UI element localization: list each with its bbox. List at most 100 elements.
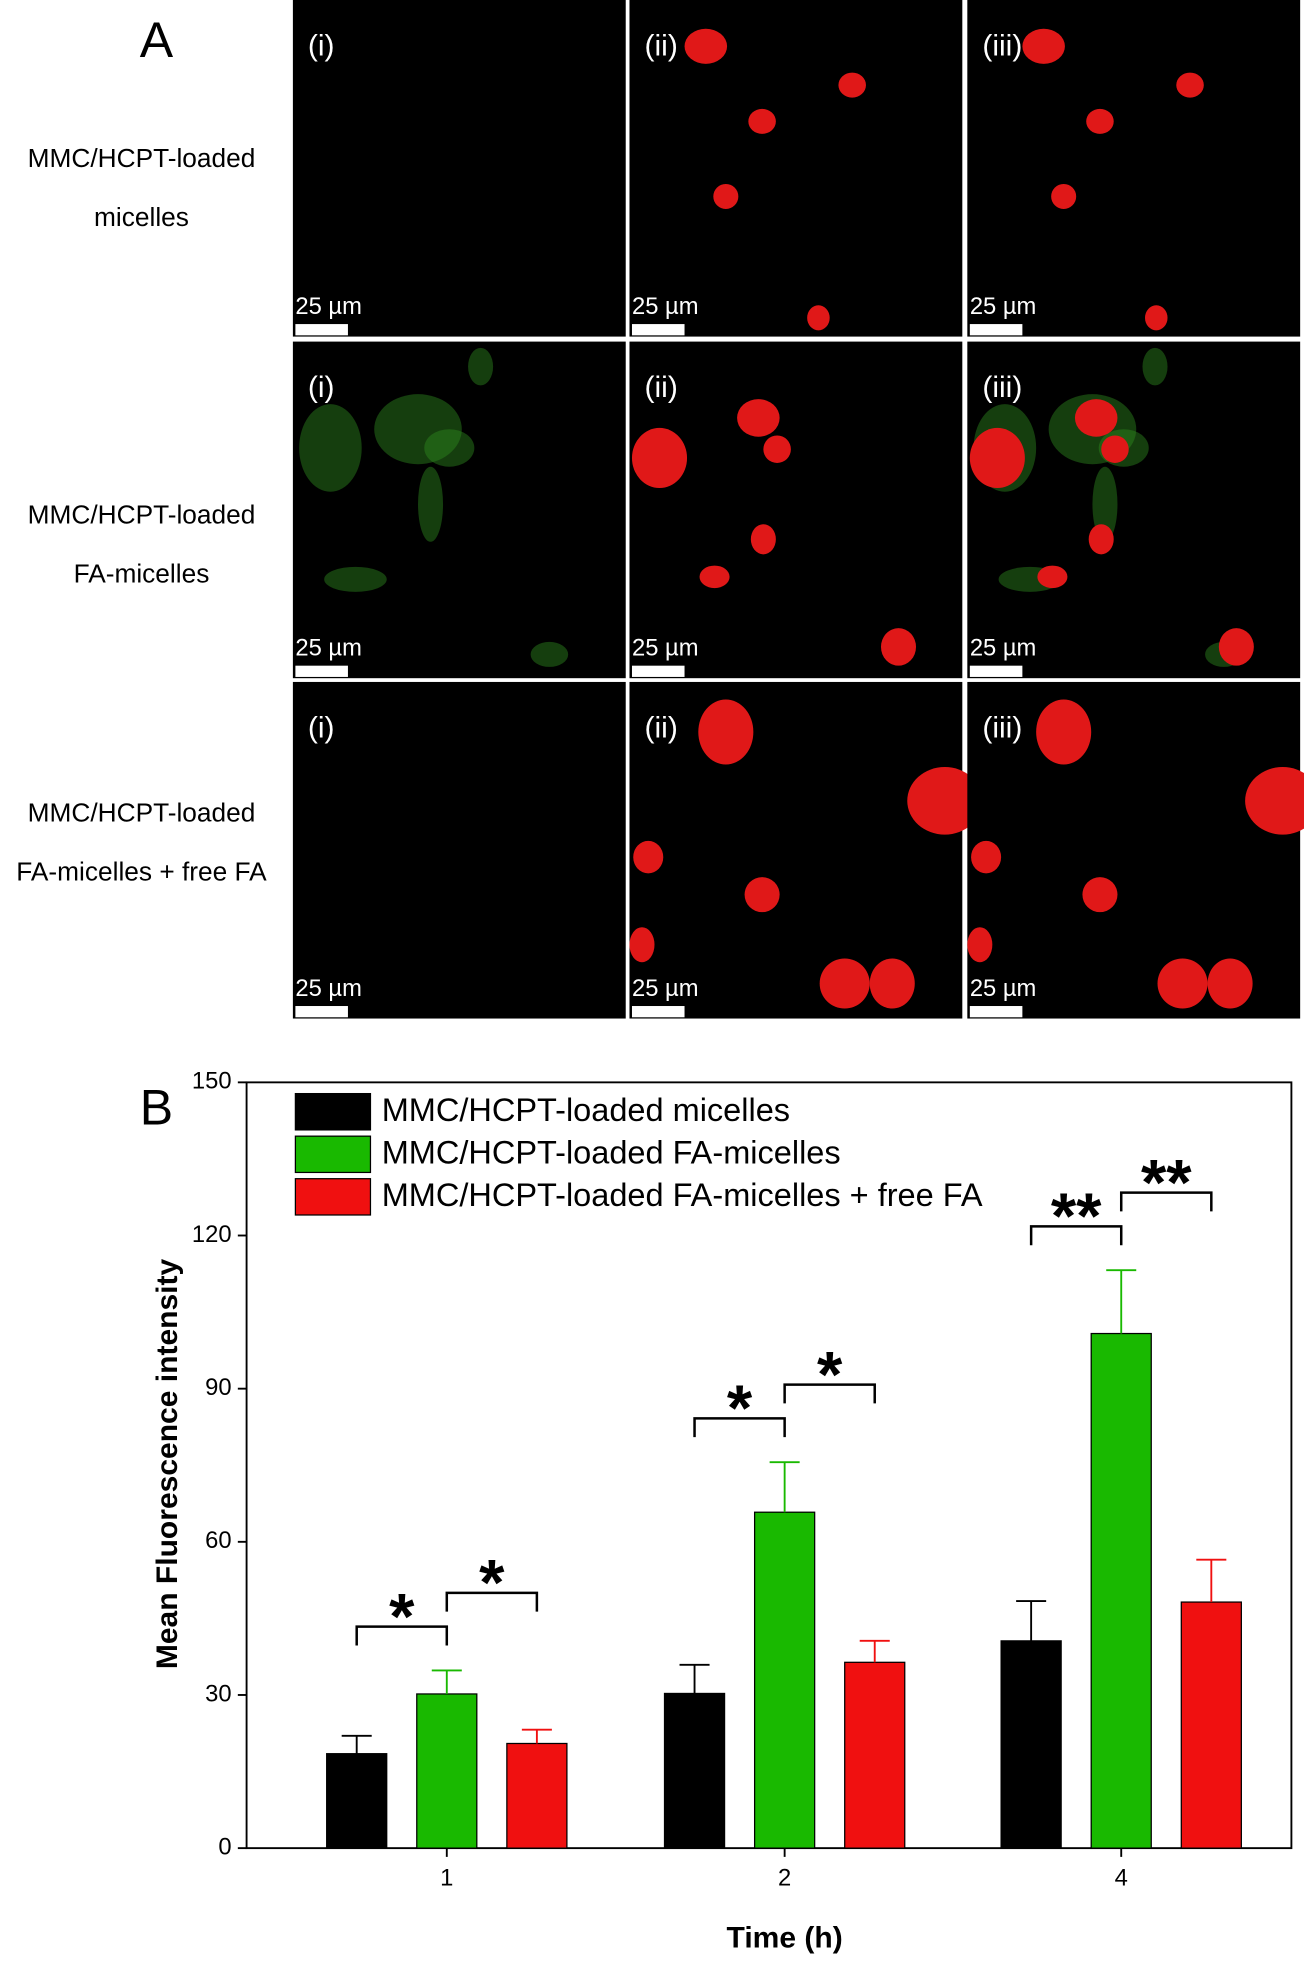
nucleus [1157, 958, 1208, 1009]
micrograph [967, 0, 1301, 337]
bar [506, 1742, 568, 1849]
nucleus [1037, 565, 1068, 589]
panel-sublabel: (i) [308, 29, 335, 62]
scale-bar-label: 25 µm [970, 293, 1037, 320]
nucleus [737, 399, 780, 437]
nucleus [1245, 767, 1304, 835]
nucleus [1101, 435, 1129, 463]
nucleus [838, 72, 866, 98]
nucleus [1051, 183, 1077, 209]
scale-bar [969, 1006, 1023, 1018]
green-signal [374, 394, 462, 465]
nucleus [748, 108, 776, 134]
y-tick-label: 90 [205, 1374, 231, 1401]
green-signal [468, 347, 494, 386]
significance-bracket [693, 1417, 786, 1438]
nucleus [1088, 524, 1114, 555]
micrograph [629, 681, 963, 1019]
bar [1180, 1601, 1242, 1849]
bar [416, 1693, 478, 1849]
y-tick-label: 120 [192, 1221, 232, 1248]
green-signal [299, 404, 362, 492]
nucleus [633, 840, 664, 874]
legend-swatch [294, 1092, 372, 1131]
legend-label: MMC/HCPT-loaded micelles [382, 1092, 790, 1128]
row-label: micelles [94, 202, 189, 232]
scale-bar [969, 665, 1023, 677]
green-signal [1092, 466, 1118, 542]
panel-sublabel: (ii) [644, 29, 677, 62]
scale-bar [295, 324, 348, 336]
green-signal [1142, 347, 1168, 386]
scale-bar-label: 25 µm [295, 975, 362, 1002]
x-axis-label: Time (h) [727, 1921, 843, 1954]
significance-bracket [1029, 1225, 1123, 1246]
micrograph [629, 0, 963, 337]
green-signal [424, 429, 475, 467]
micrograph [967, 681, 1301, 1019]
scale-bar-label: 25 µm [295, 635, 362, 662]
scale-bar [631, 1006, 685, 1018]
micrograph [967, 341, 1301, 679]
x-tick-label: 4 [1115, 1865, 1128, 1892]
nucleus [971, 840, 1002, 874]
scale-bar-label: 25 µm [632, 293, 699, 320]
nucleus [880, 628, 917, 666]
nucleus [698, 699, 754, 765]
panel-sublabel: (ii) [644, 711, 677, 744]
green-signal [324, 566, 387, 592]
significance-bracket [445, 1591, 539, 1612]
scale-bar [969, 324, 1023, 336]
nucleus [763, 435, 791, 463]
green-signal [530, 641, 569, 667]
significance-mark: * [817, 1338, 843, 1411]
bar [663, 1692, 726, 1849]
micrograph [292, 341, 626, 679]
x-tick-label: 1 [440, 1865, 453, 1892]
y-tick-label: 60 [205, 1527, 231, 1554]
nucleus [907, 767, 983, 835]
legend-label: MMC/HCPT-loaded FA-micelles + free FA [382, 1177, 983, 1213]
panel-sublabel: (iii) [982, 711, 1022, 744]
nucleus [1207, 958, 1253, 1009]
nucleus [629, 927, 655, 963]
significance-mark: * [479, 1546, 505, 1619]
micrograph [292, 681, 626, 1019]
bar [326, 1753, 388, 1849]
row-label: FA-micelles + free FA [16, 856, 267, 886]
scale-bar-label: 25 µm [970, 635, 1037, 662]
significance-bracket [1119, 1191, 1213, 1212]
scale-bar [631, 324, 685, 336]
scale-bar [295, 1006, 348, 1018]
y-axis-label: Mean Fluorescence intensity [151, 1259, 184, 1670]
nucleus [869, 958, 915, 1009]
bar [1090, 1332, 1152, 1849]
legend-swatch [294, 1135, 372, 1174]
y-tick-label: 150 [192, 1068, 232, 1095]
significance-mark: ** [1141, 1146, 1192, 1219]
x-tick-label: 2 [778, 1865, 791, 1892]
row-label: MMC/HCPT-loaded [28, 500, 256, 530]
nucleus [1176, 72, 1204, 98]
row-label: MMC/HCPT-loaded [28, 143, 256, 173]
row-label: FA-micelles [74, 559, 210, 589]
bar [753, 1511, 816, 1849]
significance-mark: * [389, 1580, 415, 1653]
significance-mark: ** [1051, 1180, 1102, 1253]
nucleus [1086, 108, 1114, 134]
nucleus [631, 427, 688, 488]
row-label: MMC/HCPT-loaded [28, 798, 256, 828]
nucleus [750, 524, 776, 555]
bar [844, 1661, 906, 1849]
nucleus [1145, 305, 1168, 331]
nucleus [819, 958, 870, 1009]
nucleus [807, 305, 830, 331]
nucleus [1082, 877, 1118, 913]
nucleus [699, 565, 730, 589]
significance-bracket [355, 1625, 449, 1646]
scale-bar-label: 25 µm [970, 975, 1037, 1002]
y-tick-label: 30 [205, 1680, 231, 1707]
legend-swatch [294, 1178, 372, 1216]
scale-bar-label: 25 µm [295, 293, 362, 320]
